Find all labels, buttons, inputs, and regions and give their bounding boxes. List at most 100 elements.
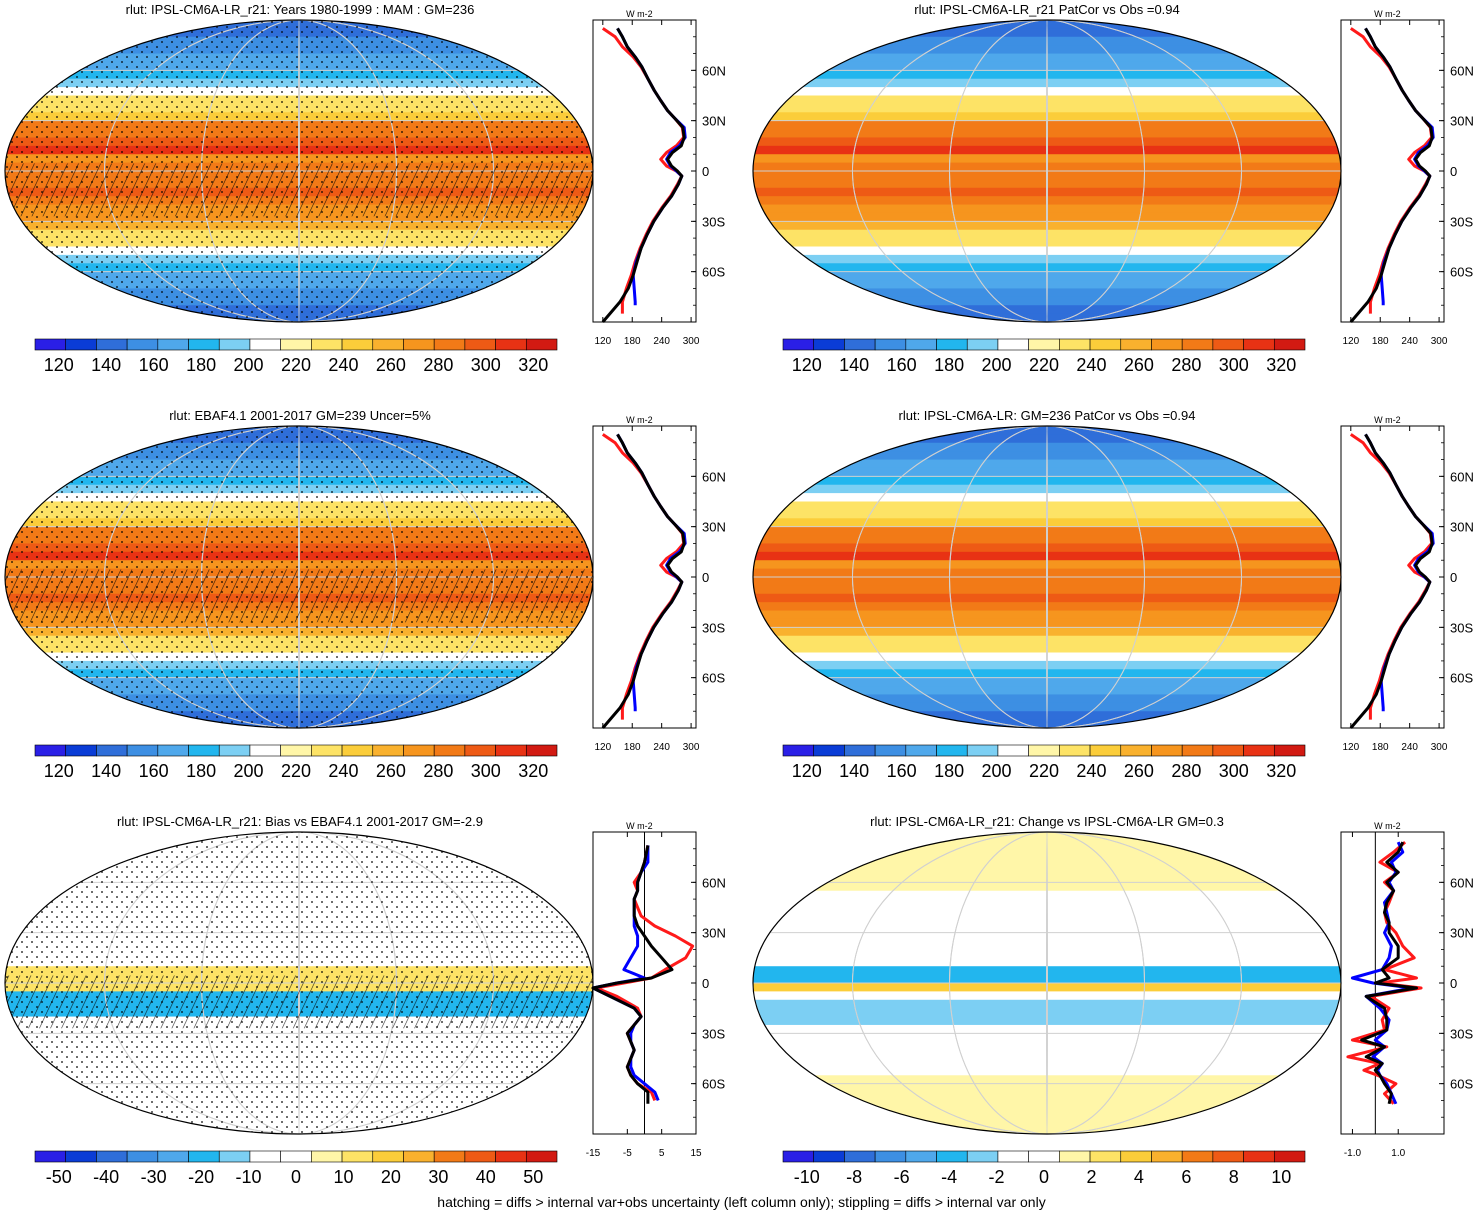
colorbar-tick-label: -40 <box>93 1167 119 1187</box>
colorbar-tick-label: -6 <box>894 1167 910 1187</box>
colorbar-box <box>34 744 67 757</box>
colorbar-box <box>1120 1150 1152 1163</box>
map-field <box>5 426 593 728</box>
colorbar-box <box>433 338 466 351</box>
colorbar-box <box>96 744 128 757</box>
colorbar-tick-label: 120 <box>792 761 822 781</box>
colorbar-box <box>157 1150 189 1163</box>
colorbar-box <box>1273 1150 1306 1163</box>
panel-title: rlut: IPSL-CM6A-LR_r21 PatCor vs Obs =0.… <box>914 2 1180 17</box>
profile-lat-label: 60N <box>1450 875 1474 890</box>
footnote: hatching = diffs > internal var+obs unce… <box>437 1194 1046 1210</box>
profile-series-line <box>1349 27 1434 323</box>
colorbar-box <box>813 1150 845 1163</box>
zonal-profile: W m-2 60N 30N 0 30S 60S -15 -5 5 15 <box>586 821 726 1159</box>
profile-x-label: 120 <box>1342 336 1359 347</box>
colorbar-tick-label: 260 <box>1124 761 1154 781</box>
profile-units: W m-2 <box>626 9 653 19</box>
colorbar-box <box>280 338 312 351</box>
colorbar-box <box>905 1150 937 1163</box>
colorbar-box <box>464 338 496 351</box>
colorbar-tick-label: 6 <box>1181 1167 1191 1187</box>
map-field <box>5 832 593 1134</box>
profile-lat-label: 60S <box>702 265 725 280</box>
panel-title: rlut: EBAF4.1 2001-2017 GM=239 Uncer=5% <box>169 408 431 423</box>
colorbar-tick-label: 300 <box>1219 355 1249 375</box>
colorbar-box <box>905 744 937 757</box>
colorbar-box <box>1212 744 1244 757</box>
profile-series-line <box>1360 841 1418 1105</box>
colorbar-tick-label: 260 <box>1124 355 1154 375</box>
colorbar-tick-label: 160 <box>139 761 169 781</box>
colorbar-box <box>372 338 404 351</box>
profile-x-label: 300 <box>1431 742 1448 753</box>
profile-x-label: 1.0 <box>1391 1148 1405 1159</box>
panel-1: rlut: IPSL-CM6A-LR_r21: Years 1980-1999 … <box>4 2 726 375</box>
graticule-meridian <box>1046 832 1048 1134</box>
profile-series-line <box>1364 433 1435 712</box>
colorbar-box <box>966 338 999 351</box>
colorbar-box <box>844 1150 876 1163</box>
colorbar-tick-label: 200 <box>982 355 1012 375</box>
colorbar-box <box>1273 744 1306 757</box>
colorbar-box <box>1028 338 1060 351</box>
colorbar-box <box>341 1150 374 1163</box>
colorbar-box <box>874 1150 907 1163</box>
colorbar-tick-label: 2 <box>1086 1167 1096 1187</box>
graticule-meridian <box>851 426 1243 728</box>
profile-lat-label: 30N <box>702 114 726 129</box>
panel-6: rlut: IPSL-CM6A-LR_r21: Change vs IPSL-C… <box>752 814 1474 1187</box>
map-field <box>753 20 1341 322</box>
profile-x-label: 300 <box>683 742 700 753</box>
colorbar-tick-label: 180 <box>934 355 964 375</box>
colorbar-box <box>1243 338 1275 351</box>
colorbar-tick-label: 260 <box>376 355 406 375</box>
profile-lat-label: 60N <box>702 63 726 78</box>
colorbar-box <box>1028 744 1060 757</box>
colorbar-box <box>1181 338 1214 351</box>
colorbar-box <box>96 1150 128 1163</box>
colorbar-tick-label: 280 <box>1171 761 1201 781</box>
profile-x-label: 240 <box>653 742 670 753</box>
colorbar-tick-label: -20 <box>188 1167 214 1187</box>
colorbar-box <box>311 1150 343 1163</box>
colorbar-box <box>905 338 937 351</box>
profile-lat-label: 60N <box>702 469 726 484</box>
colorbar-tick-label: 260 <box>376 761 406 781</box>
profile-x-label: 120 <box>594 336 611 347</box>
colorbar-tick-label: 160 <box>139 355 169 375</box>
colorbar-box <box>464 744 496 757</box>
colorbar-box <box>813 744 845 757</box>
colorbar-tick-label: 30 <box>428 1167 448 1187</box>
colorbar-tick-label: 140 <box>839 761 869 781</box>
colorbar-box <box>280 1150 312 1163</box>
profile-lat-label: 30N <box>702 926 726 941</box>
colorbar-tick-label: 240 <box>1076 355 1106 375</box>
profile-x-label: -1.0 <box>1344 1148 1362 1159</box>
profile-frame <box>592 425 697 729</box>
colorbar-tick-label: 220 <box>281 761 311 781</box>
profile-lat-label: 60N <box>1450 469 1474 484</box>
profile-lat-label: 0 <box>702 976 709 991</box>
colorbar-box <box>188 1150 220 1163</box>
profile-x-label: 300 <box>1431 336 1448 347</box>
colorbar-box <box>525 1150 558 1163</box>
profile-lat-label: 30N <box>1450 520 1474 535</box>
profile-series-line <box>1349 433 1434 729</box>
profile-lat-label: 60S <box>1450 671 1473 686</box>
colorbar-tick-label: 120 <box>44 355 74 375</box>
graticule-meridian <box>1046 20 1048 322</box>
colorbar-tick-label: -4 <box>941 1167 957 1187</box>
colorbar-box <box>936 338 968 351</box>
colorbar-box <box>1151 744 1183 757</box>
colorbar-tick-label: 200 <box>234 761 264 781</box>
colorbar-tick-label: 280 <box>423 355 453 375</box>
zonal-profile: W m-2 60N 30N 0 30S 60S 120 180 240 300 <box>1340 9 1474 347</box>
profile-lat-label: 60S <box>702 671 725 686</box>
colorbar-box <box>218 338 251 351</box>
colorbar-box <box>34 1150 67 1163</box>
profile-x-label: -5 <box>623 1148 632 1159</box>
profile-frame <box>592 19 697 323</box>
colorbar-tick-label: -10 <box>794 1167 820 1187</box>
